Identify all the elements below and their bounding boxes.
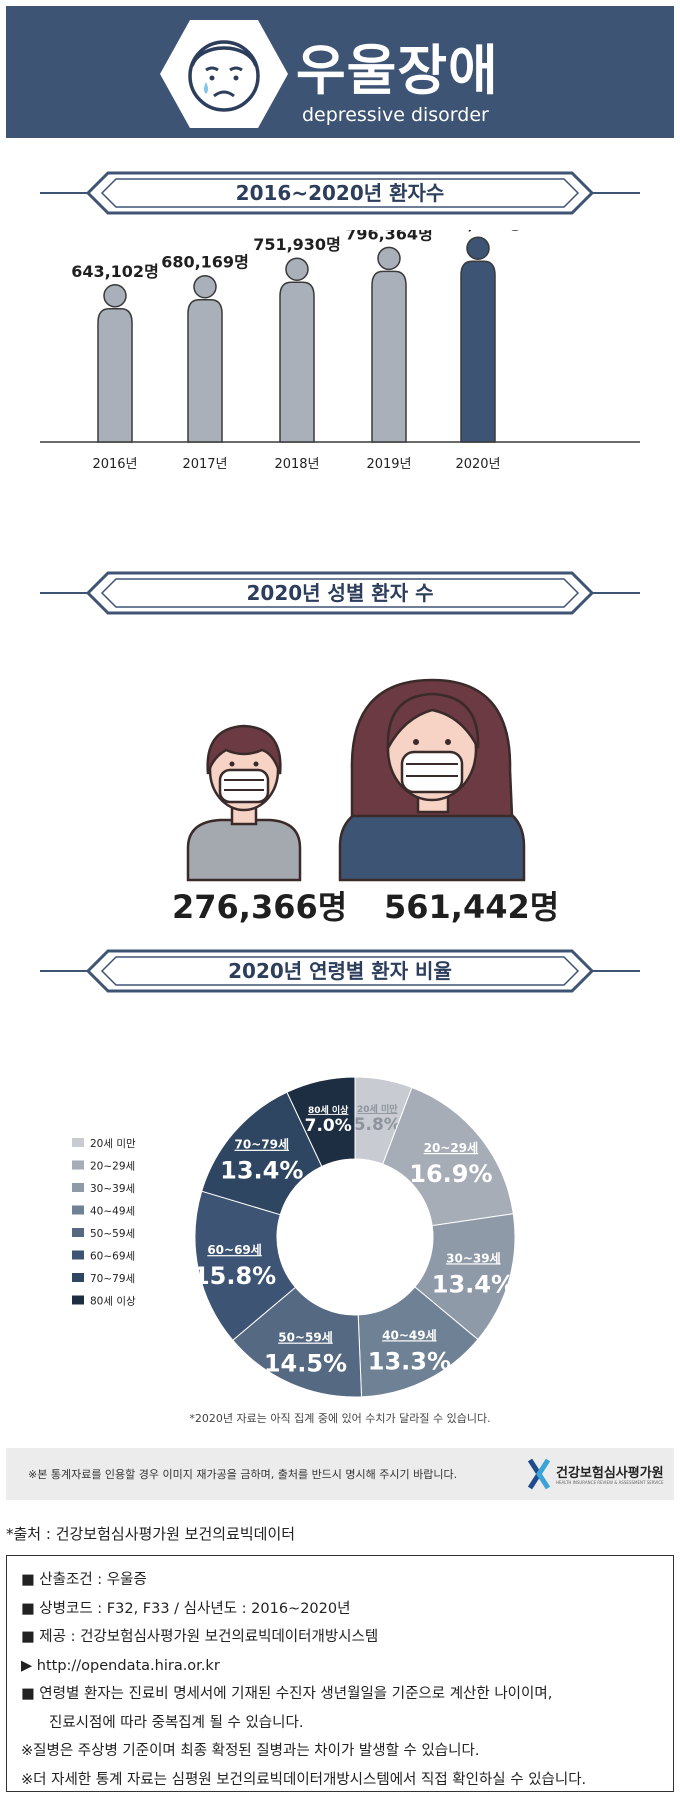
info-box: ■ 산출조건 : 우울증 ■ 상병코드 : F32, F33 / 심사년도 : 2… (6, 1555, 674, 1792)
bar-value-label-3: 796,364명 (345, 230, 433, 243)
legend-label-3: 40~49세 (90, 1206, 135, 1218)
header-banner: 우울장애 depressive disorder (6, 6, 674, 138)
age-ratio-donut-chart: 20세 미만5.8%20~29세16.9%30~39세13.4%40~49세13… (72, 1076, 516, 1398)
notice-text: ※본 통계자료를 인용할 경우 이미지 재가공을 금하며, 출처를 반드시 명시… (28, 1468, 458, 1481)
legend-swatch-7 (72, 1295, 84, 1305)
slice-value-label-1: 16.9% (409, 1160, 492, 1188)
info-line-3[interactable]: ▶ http://opendata.hira.or.kr (21, 1657, 220, 1674)
info-line-2: ■ 제공 : 건강보험심사평가원 보건의료빅데이터개방시스템 (21, 1629, 379, 1645)
female-patient-value: 561,442명 (384, 888, 560, 926)
bar-head-4 (466, 236, 490, 260)
slice-category-label-7: 80세 이상 (308, 1104, 349, 1116)
slice-category-label-2: 30~39세 (446, 1250, 501, 1265)
slice-category-label-3: 40~49세 (382, 1327, 437, 1342)
female-figure-icon (338, 678, 526, 882)
legend-swatch-1 (72, 1160, 84, 1170)
section-title-yearly: 2016~2020년 환자수 (235, 181, 445, 205)
slice-value-label-5: 15.8% (193, 1262, 276, 1290)
slice-5 (194, 1190, 297, 1341)
slice-value-label-2: 13.4% (432, 1270, 515, 1298)
bar-body-3 (371, 270, 407, 443)
logo-subtext: HEALTH INSURANCE REVIEW & ASSESSMENT SER… (556, 1480, 664, 1485)
bar-body-4 (460, 260, 496, 443)
sad-face-icon (160, 20, 288, 128)
slice-value-label-3: 13.3% (368, 1347, 451, 1375)
bar-category-label-3: 2019년 (366, 457, 411, 472)
legend-swatch-6 (72, 1273, 84, 1282)
bar-body-1 (187, 298, 223, 443)
legend-label-7: 80세 이상 (90, 1296, 136, 1308)
section-banner-gender: 2020년 성별 환자 수 (40, 570, 640, 616)
slice-value-label-7: 7.0% (305, 1116, 352, 1136)
info-line-4: ■ 연령별 환자는 진료비 명세서에 기재된 수진자 생년월일을 기준으로 계산… (21, 1686, 553, 1702)
bar-head-1 (193, 274, 217, 299)
legend-swatch-4 (72, 1228, 84, 1237)
hira-logo: 건강보험심사평가원 HEALTH INSURANCE REVIEW & ASSE… (526, 1458, 666, 1492)
slice-category-label-4: 50~59세 (278, 1330, 333, 1345)
section-title-gender: 2020년 성별 환자 수 (246, 581, 434, 605)
info-line-0: ■ 산출조건 : 우울증 (21, 1572, 147, 1588)
yearly-patient-chart: 643,102명 2016년 680,169명 2017년 751,930명 2018년 7… (40, 230, 640, 472)
legend-swatch-3 (72, 1205, 84, 1215)
bar-body-0 (97, 308, 133, 443)
slice-1 (382, 1086, 514, 1227)
bar-2 (279, 257, 315, 443)
legend-swatch-5 (72, 1250, 84, 1260)
section-banner-age: 2020년 연령별 환자 비율 (40, 948, 640, 994)
legend-label-4: 50~59세 (90, 1228, 135, 1240)
male-patient-value: 276,366명 (172, 888, 348, 926)
data-note: *2020년 자료는 아직 집계 중에 있어 수치가 달라질 수 있습니다. (189, 1412, 491, 1425)
male-figure-icon (186, 724, 302, 882)
gender-patient-chart (186, 678, 526, 882)
bar-value-label-0: 643,102명 (71, 262, 159, 281)
slice-category-label-1: 20~29세 (424, 1140, 479, 1155)
info-line-5: 진료시점에 따라 중복집계 될 수 있습니다. (49, 1714, 304, 1731)
section-banner-yearly: 2016~2020년 환자수 (40, 170, 640, 216)
bar-value-label-4: 837,808명 (434, 230, 522, 233)
bar-category-label-4: 2020년 (455, 457, 500, 472)
legend-label-2: 30~39세 (90, 1183, 135, 1195)
slice-value-label-6: 13.4% (220, 1157, 303, 1185)
bar-4 (460, 236, 496, 443)
section-title-age: 2020년 연령별 환자 비율 (228, 959, 452, 983)
hira-logo-icon (527, 1458, 551, 1490)
legend-swatch-0 (72, 1138, 84, 1147)
info-line-7: ※더 자세한 통계 자료는 심평원 보건의료빅데이터개방시스템에서 직접 확인하… (21, 1771, 587, 1788)
legend-label-5: 60~69세 (90, 1251, 135, 1263)
slice-category-label-0: 20세 미만 (357, 1103, 398, 1115)
page-subtitle: depressive disorder (302, 104, 489, 126)
source-text: *출처 : 건강보험심사평가원 보건의료빅데이터 (6, 1525, 296, 1543)
bar-category-label-1: 2017년 (182, 457, 227, 472)
slice-value-label-4: 14.5% (264, 1350, 347, 1378)
legend-label-6: 70~79세 (90, 1273, 135, 1285)
bar-category-label-2: 2018년 (274, 457, 319, 472)
slice-category-label-5: 60~69세 (207, 1242, 262, 1257)
legend-label-0: 20세 미만 (90, 1138, 136, 1150)
info-line-1: ■ 상병코드 : F32, F33 / 심사년도 : 2016~2020년 (21, 1600, 351, 1617)
bar-3 (371, 246, 407, 443)
bar-value-label-1: 680,169명 (161, 253, 249, 272)
slice-7 (286, 1076, 356, 1168)
bar-value-label-2: 751,930명 (253, 235, 341, 254)
slice-category-label-6: 70~79세 (235, 1137, 290, 1152)
legend-swatch-2 (72, 1183, 84, 1192)
bar-head-0 (103, 284, 127, 308)
bar-category-label-0: 2016년 (92, 457, 137, 472)
bar-body-2 (279, 281, 315, 443)
notice-bar: ※본 통계자료를 인용할 경우 이미지 재가공을 금하며, 출처를 반드시 명시… (6, 1448, 674, 1500)
bar-0 (97, 284, 133, 443)
info-line-6: ※질병은 주상병 기준이며 최종 확정된 질병과는 차이가 발생할 수 있습니다… (21, 1743, 480, 1759)
page-title: 우울장애 (296, 39, 499, 102)
legend-label-1: 20~29세 (90, 1161, 135, 1173)
bar-1 (187, 274, 223, 443)
slice-value-label-0: 5.8% (354, 1115, 401, 1135)
logo-name: 건강보험심사평가원 (556, 1466, 664, 1481)
bar-head-3 (377, 246, 401, 271)
bar-head-2 (285, 257, 309, 281)
